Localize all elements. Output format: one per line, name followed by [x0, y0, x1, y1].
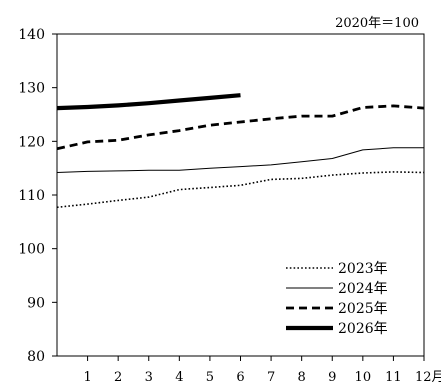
- y-tick-label: 90: [27, 295, 45, 311]
- series-line-dotted: [56, 171, 425, 209]
- x-tick-label: 5: [206, 370, 214, 385]
- x-tick-label: 11: [385, 370, 402, 385]
- y-tick-label: 80: [27, 349, 45, 365]
- legend-label: 2026年: [338, 321, 388, 337]
- y-tick-label: 130: [18, 81, 45, 97]
- x-tick-label: 7: [267, 370, 275, 385]
- x-tick-label: 6: [236, 370, 244, 385]
- x-tick-label: 1: [83, 370, 91, 385]
- x-tick-label: 3: [145, 370, 153, 385]
- base-note: 2020年＝100: [335, 16, 419, 31]
- x-tick-label: 2: [114, 370, 122, 385]
- series-line-thick: [56, 93, 241, 111]
- legend-label: 2023年: [338, 261, 388, 277]
- x-tick-label: 8: [298, 370, 306, 385]
- legend-label: 2024年: [338, 281, 388, 297]
- y-tick-label: 120: [18, 134, 45, 150]
- y-tick-label: 100: [18, 242, 45, 258]
- x-tick-label: 10: [355, 370, 372, 385]
- x-tick-label: 4: [175, 370, 183, 385]
- series-line-dashed: [56, 104, 425, 151]
- x-tick-label: 9: [328, 370, 336, 385]
- y-tick-label: 110: [18, 188, 45, 204]
- x-tick-label: 12月: [415, 370, 441, 385]
- series-line-thin: [56, 147, 424, 173]
- legend-label: 2025年: [338, 301, 388, 317]
- y-tick-label: 140: [18, 27, 45, 43]
